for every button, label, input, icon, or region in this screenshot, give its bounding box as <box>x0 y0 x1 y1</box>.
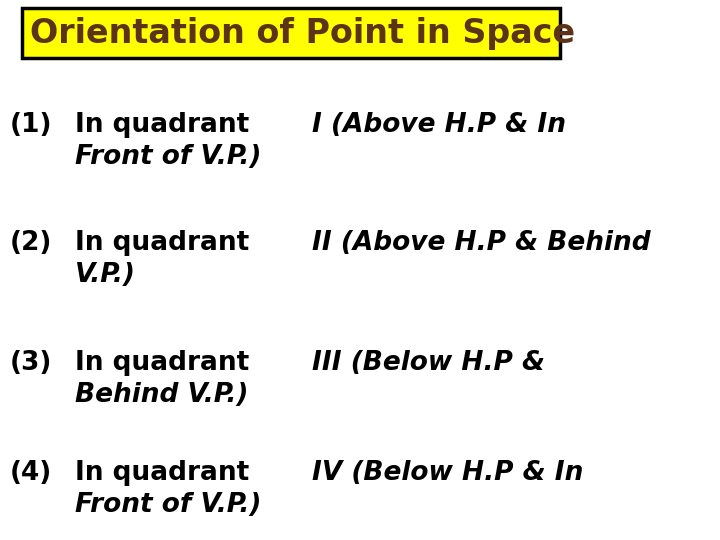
Text: II (Above H.P & Behind: II (Above H.P & Behind <box>312 230 650 256</box>
Text: III (Below H.P &: III (Below H.P & <box>312 350 544 376</box>
Text: (2): (2) <box>10 230 53 256</box>
Text: V.P.): V.P.) <box>75 262 136 288</box>
Text: Behind V.P.): Behind V.P.) <box>75 382 248 408</box>
Text: IV (Below H.P & In: IV (Below H.P & In <box>312 460 583 486</box>
Text: Front of V.P.): Front of V.P.) <box>75 144 261 170</box>
Text: Orientation of Point in Space: Orientation of Point in Space <box>30 17 575 50</box>
Text: In quadrant: In quadrant <box>75 460 258 486</box>
Text: Front of V.P.): Front of V.P.) <box>75 492 261 518</box>
Text: I (Above H.P & In: I (Above H.P & In <box>312 112 566 138</box>
Text: (4): (4) <box>10 460 53 486</box>
Text: In quadrant: In quadrant <box>75 230 258 256</box>
Text: (1): (1) <box>10 112 53 138</box>
Text: In quadrant: In quadrant <box>75 350 258 376</box>
FancyBboxPatch shape <box>22 8 560 58</box>
Text: In quadrant: In quadrant <box>75 112 258 138</box>
Text: (3): (3) <box>10 350 53 376</box>
